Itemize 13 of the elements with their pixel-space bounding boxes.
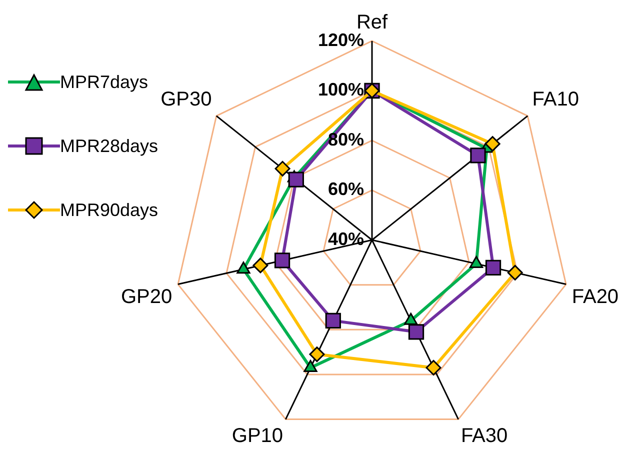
spoke-label: GP30 [160,88,212,111]
spoke-label: GP10 [232,425,284,448]
y-tick-label: 100% [318,80,364,100]
legend-label: MPR28days [60,136,158,156]
spoke-label: GP20 [120,286,172,308]
spoke-label: FA20 [572,286,619,308]
spoke-label: FA30 [460,425,508,448]
y-tick-label: 80% [328,129,364,150]
legend-label: MPR90days [60,200,158,220]
y-tick-label: 60% [328,179,364,200]
y-tick-label: 40% [328,228,364,249]
legend-label: MPR7days [60,72,148,92]
spoke-label: FA10 [532,88,579,111]
